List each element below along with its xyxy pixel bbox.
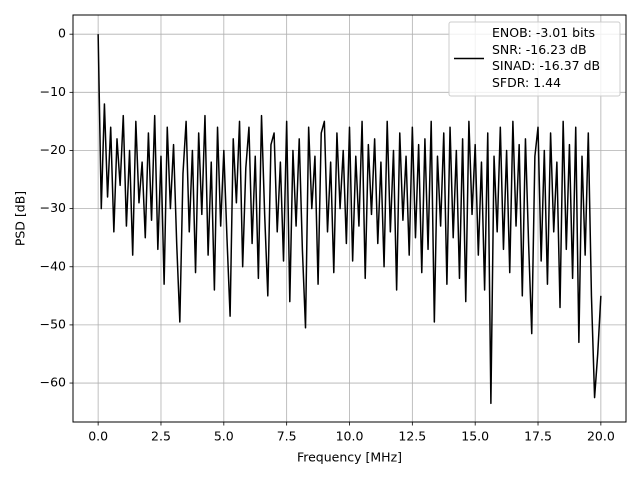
x-tick-label: 10.0 <box>336 429 364 444</box>
x-tick-label: 2.5 <box>151 429 171 444</box>
x-tick-label: 0.0 <box>88 429 108 444</box>
legend-label-box: ENOB: -3.01 bits SNR: -16.23 dB SINAD: -… <box>492 25 601 90</box>
legend: ENOB: -3.01 bits SNR: -16.23 dB SINAD: -… <box>448 21 621 97</box>
y-tick-label: −30 <box>40 200 66 215</box>
legend-label: ENOB: -3.01 bits SNR: -16.23 dB SINAD: -… <box>492 25 601 90</box>
plot-area <box>97 34 602 405</box>
x-axis-label: Frequency [MHz] <box>297 450 402 465</box>
y-tick-label: 0 <box>58 26 66 41</box>
legend-box <box>448 21 621 97</box>
y-tick-label: −50 <box>40 316 66 331</box>
y-axis-label: PSD [dB] <box>13 191 28 246</box>
y-tick-label: −40 <box>40 258 66 273</box>
y-tick-label: −60 <box>40 375 66 390</box>
x-tick-label: 17.5 <box>524 429 552 444</box>
x-tick-label: 7.5 <box>277 429 297 444</box>
x-tick-label: 12.5 <box>398 429 426 444</box>
x-tick-label: 5.0 <box>214 429 234 444</box>
y-tick-label: −20 <box>40 142 66 157</box>
x-tick-label: 20.0 <box>587 429 615 444</box>
x-tick-label: 15.0 <box>461 429 489 444</box>
ticks: 0.0 2.5 5.0 7.5 10.0 12.5 15.0 17.5 20.0 −60 −50 −4… <box>40 26 615 444</box>
y-tick-label: −10 <box>40 84 66 99</box>
data-line <box>97 34 602 405</box>
